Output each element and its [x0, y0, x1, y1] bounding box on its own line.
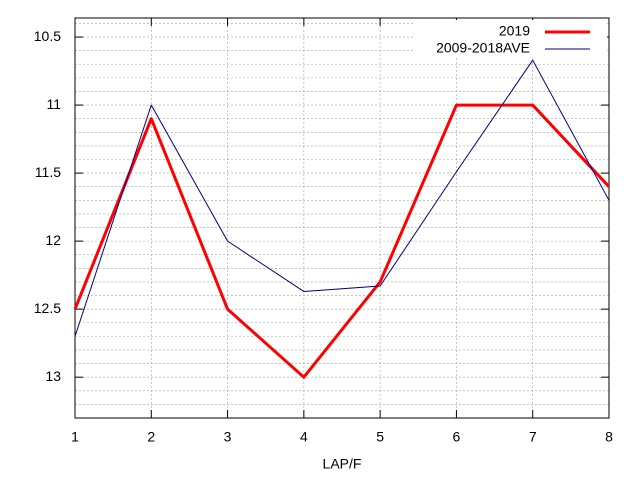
y-tick-label: 12.5 [34, 300, 61, 316]
series-line [73, 103, 611, 379]
y-tick-label: 11 [46, 96, 61, 112]
plot-frame [74, 17, 610, 419]
x-axis-label: LAP/F [323, 456, 362, 472]
y-tick-label: 13 [45, 368, 61, 384]
x-tick-label: 3 [224, 429, 232, 445]
y-tick-label: 11.5 [35, 164, 61, 180]
x-tick-label: 6 [453, 429, 461, 445]
legend-label: 2019 [499, 23, 530, 39]
y-tick-label: 10.5 [34, 28, 61, 44]
x-tick-label: 2 [147, 429, 155, 445]
legend-box [415, 20, 607, 58]
x-tick-label: 1 [71, 429, 79, 445]
legend-label: 2009-2018AVE [436, 40, 530, 56]
x-tick-label: 5 [376, 429, 384, 445]
x-tick-label: 7 [529, 429, 537, 445]
y-tick-label: 12 [45, 232, 61, 248]
x-tick-label: 8 [605, 429, 613, 445]
x-tick-label: 4 [300, 429, 308, 445]
series-line [74, 59, 610, 337]
